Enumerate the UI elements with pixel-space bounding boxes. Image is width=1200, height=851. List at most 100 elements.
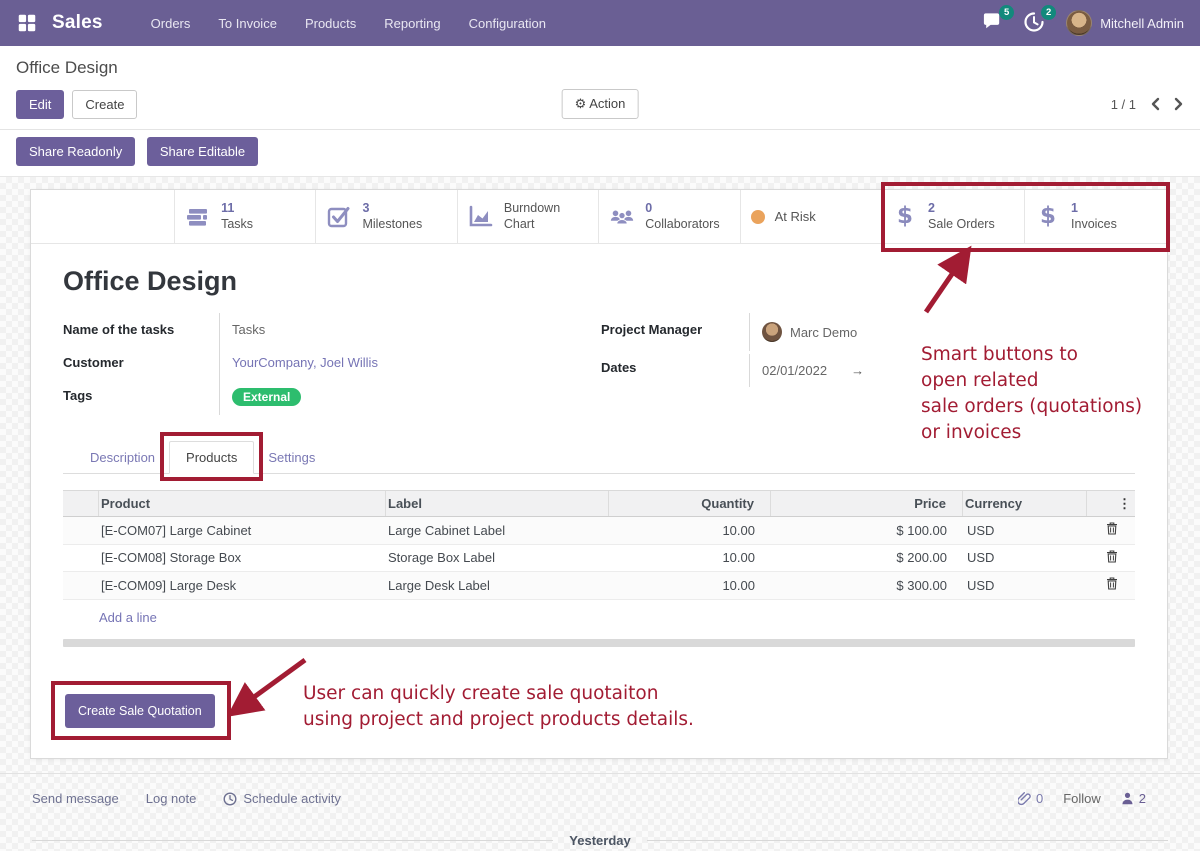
manager-name[interactable]: Marc Demo [790,324,858,340]
tab-products[interactable]: Products [169,441,255,474]
menu-to-invoice[interactable]: To Invoice [218,15,277,31]
user-name: Mitchell Admin [1100,15,1184,31]
delete-row-icon[interactable] [1087,522,1137,538]
dollar-icon: $ [1040,203,1057,229]
cell-quantity: 10.00 [722,550,755,566]
table-horizontal-scrollbar[interactable] [63,638,1135,647]
form-fields-left: Name of the tasks Tasks Customer YourCom… [63,313,601,415]
cell-label: Large Cabinet Label [388,522,506,538]
cell-product: [E-COM09] Large Desk [101,577,237,593]
create-sale-quotation-button[interactable]: Create Sale Quotation [65,693,215,728]
field-label-tasks-name: Name of the tasks [63,322,175,337]
pager-previous-icon[interactable] [1150,97,1160,111]
app-brand[interactable]: Sales [52,12,103,33]
smart-button-at-risk[interactable]: At Risk [739,190,882,243]
table-row[interactable]: [E-COM09] Large Desk Large Desk Label 10… [63,572,1135,600]
burndown-chart-icon [468,205,494,228]
edit-button[interactable]: Edit [16,89,65,119]
follow-button[interactable]: Follow [1063,791,1101,806]
cell-quantity: 10.00 [722,577,755,593]
column-header-quantity[interactable]: Quantity [609,491,771,516]
send-message-button[interactable]: Send message [32,791,119,806]
milestones-check-icon [326,205,352,228]
user-menu[interactable]: Mitchell Admin [1066,10,1184,36]
cell-label: Storage Box Label [388,550,495,566]
tab-description[interactable]: Description [90,450,156,465]
form-fields-right: Project Manager Marc Demo Dates 02/01/20… [601,313,1135,415]
column-header-price[interactable]: Price [771,491,963,516]
cell-price: $ 100.00 [896,522,947,538]
add-a-line-button[interactable]: Add a line [99,609,157,625]
attachments-button[interactable]: 0 [1017,791,1043,806]
day-divider: Yesterday [32,833,1168,848]
field-value-tasks-name[interactable]: Tasks [219,313,601,346]
pager-next-icon[interactable] [1174,97,1184,111]
field-label-tags: Tags [63,388,93,403]
menu-orders[interactable]: Orders [150,15,191,31]
smart-button-tasks[interactable]: 11 Tasks [174,190,316,243]
sale-orders-label: Sale Orders [928,216,995,231]
table-row[interactable]: [E-COM08] Storage Box Storage Box Label … [63,545,1137,572]
cell-currency: USD [967,522,995,538]
activities-button[interactable]: 2 [1024,5,1057,34]
column-header-currency[interactable]: Currency [963,491,1087,516]
collaborators-label: Collaborators [645,216,720,231]
field-label-dates: Dates [601,360,637,375]
table-row[interactable]: [E-COM07] Large Cabinet Large Cabinet La… [63,517,1135,545]
apps-grid-icon[interactable] [16,12,38,34]
optional-columns-icon[interactable]: ⋮ [1118,495,1131,511]
field-label-manager: Project Manager [601,322,703,337]
user-avatar [1066,10,1093,36]
share-editable-button[interactable]: Share Editable [146,137,259,166]
follower-count: 2 [1138,791,1146,806]
smart-button-sale-orders[interactable]: $ 2 Sale Orders [881,190,1025,243]
smart-button-milestones[interactable]: 3 Milestones [315,190,457,243]
delete-row-icon[interactable] [1087,577,1137,593]
cell-currency: USD [967,577,995,593]
menu-reporting[interactable]: Reporting [384,15,441,31]
collaborators-users-icon [609,206,635,228]
handle-column-header [63,491,99,516]
create-button[interactable]: Create [72,89,138,119]
follower-person-icon [1122,792,1133,805]
burndown-line2: Chart [503,216,535,231]
log-note-button[interactable]: Log note [145,791,197,806]
date-value[interactable]: 02/01/2022 [762,363,828,378]
field-label-customer: Customer [63,355,124,370]
control-panel-buttons: Edit Create ⚙ Action 1 / 1 [16,89,1184,119]
smart-button-burndown-chart[interactable]: Burndown Chart [456,190,599,243]
pager-value: 1 / 1 [1110,96,1136,112]
paperclip-icon [1017,791,1031,805]
chatter-meta: 0 Follow 2 [1017,791,1178,806]
smart-button-invoices[interactable]: $ 1 Invoices [1024,190,1168,243]
action-button[interactable]: ⚙ Action [561,89,639,119]
divider-label: Yesterday [569,833,631,848]
burndown-line1: Burndown [503,200,561,215]
gear-icon: ⚙ [574,96,587,111]
cell-product: [E-COM07] Large Cabinet [101,522,252,538]
notebook-tabs: Description Products Settings [63,432,1135,481]
smart-button-collaborators[interactable]: 0 Collaborators [598,190,740,243]
delete-row-icon[interactable] [1087,550,1137,566]
schedule-clock-icon [223,791,237,806]
column-header-label[interactable]: Label [386,491,609,516]
date-range-arrow-icon: → [851,363,865,378]
menu-products[interactable]: Products [304,15,357,31]
messages-button[interactable]: 5 [982,5,1015,34]
navbar-right: 5 2 Mitchell Admin [982,5,1184,36]
followers-button[interactable]: 2 [1121,791,1146,806]
tab-settings[interactable]: Settings [268,450,316,465]
dollar-icon: $ [897,203,914,229]
share-readonly-button[interactable]: Share Readonly [16,137,136,166]
column-header-product[interactable]: Product [99,491,386,516]
breadcrumb[interactable]: Office Design [16,58,118,77]
customer-link[interactable]: YourCompany, Joel Willis [232,355,378,370]
schedule-activity-button[interactable]: Schedule activity [223,791,341,806]
form-fields: Name of the tasks Tasks Customer YourCom… [31,313,1167,415]
menu-configuration[interactable]: Configuration [468,15,546,31]
cell-product: [E-COM08] Storage Box [101,550,242,566]
collaborators-count: 0 [645,200,653,215]
page-title: Office Design [63,266,238,296]
activities-badge: 2 [1041,5,1057,20]
